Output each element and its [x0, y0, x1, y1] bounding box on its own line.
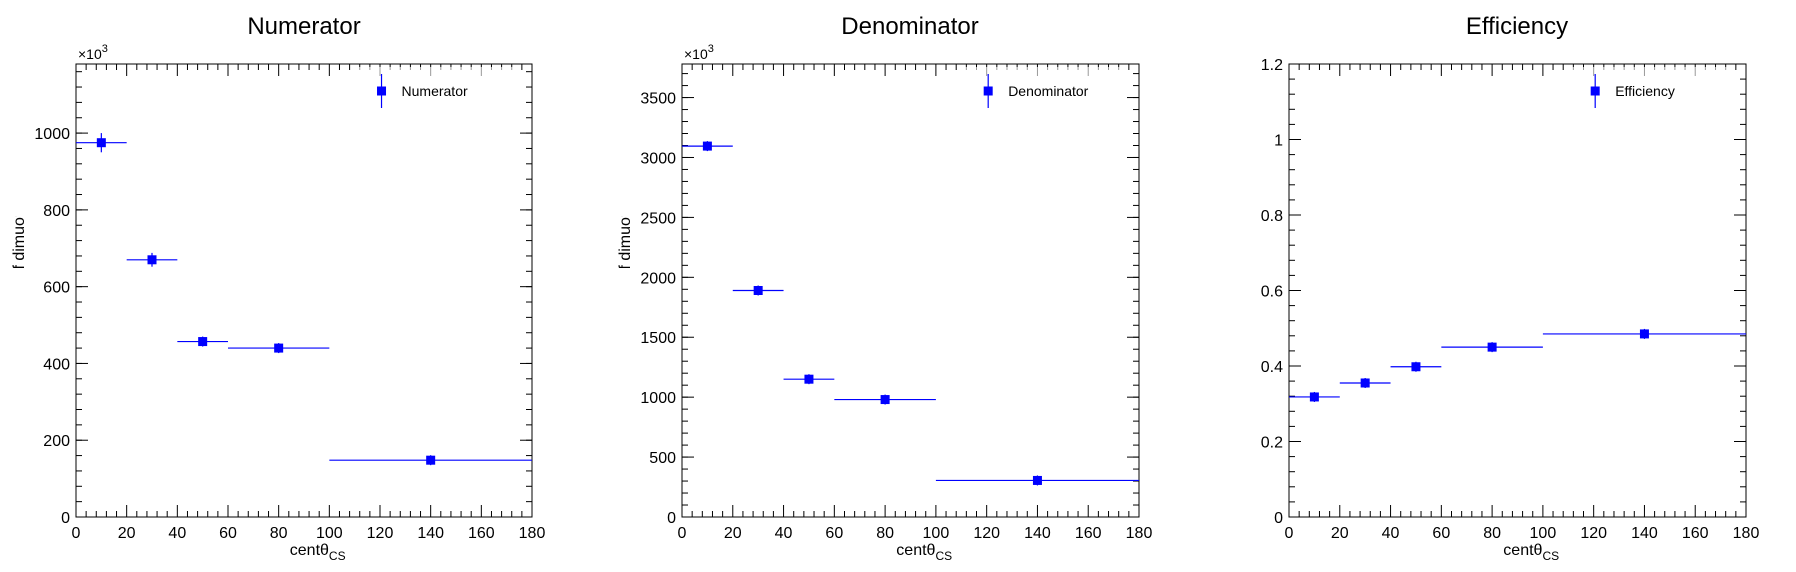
y-tick-label: 0 — [667, 510, 676, 527]
x-tick-label: 40 — [775, 525, 793, 542]
numerator-panel: Numerator 0 20 40 60 80 100 120 140 160 180 0 200 400… — [11, 13, 545, 563]
x-tick-label: 140 — [417, 525, 444, 542]
chart-title: Denominator — [841, 13, 978, 40]
exponent-base: ×10 — [684, 46, 708, 62]
data-point — [1487, 342, 1497, 352]
y-tick-label: 3500 — [640, 91, 676, 108]
y-tick-label: 0.4 — [1261, 359, 1283, 376]
y-axis-label: # of dimuon — [617, 208, 634, 292]
legend-label: Efficiency — [1615, 83, 1675, 99]
x-tick-label: 160 — [468, 525, 495, 542]
x-axis-label: centθCS — [1503, 542, 1559, 563]
exponent-power: 3 — [708, 43, 714, 55]
chart-title: Efficiency — [1466, 13, 1568, 40]
x-tick-label: 20 — [1331, 525, 1349, 542]
y-axis-exponent: ×103 — [78, 43, 108, 62]
data-point — [880, 395, 890, 405]
y-tick-label: 0 — [1274, 510, 1283, 527]
data-point — [753, 286, 763, 295]
y-tick-label: 200 — [43, 433, 70, 450]
y-tick-label: 0.6 — [1261, 284, 1283, 301]
x-tick-label: 0 — [1285, 525, 1294, 542]
x-tick-label: 140 — [1024, 525, 1051, 542]
x-tick-label: 180 — [1733, 525, 1760, 542]
data-point — [804, 374, 814, 384]
y-tick-label: 3000 — [640, 150, 676, 167]
y-tick-label: 800 — [43, 203, 70, 220]
x-tick-label: 80 — [270, 525, 288, 542]
x-tick-label: 100 — [923, 525, 950, 542]
x-tick-label: 20 — [118, 525, 136, 542]
x-axis-label: centθCS — [290, 542, 346, 563]
x-tick-label: 20 — [724, 525, 742, 542]
data-point — [1360, 378, 1370, 388]
data-point — [1032, 475, 1042, 485]
x-tick-label: 60 — [1432, 525, 1450, 542]
x-tick-label: 180 — [519, 525, 546, 542]
y-tick-label: 2500 — [640, 210, 676, 227]
x-tick-label: 100 — [1530, 525, 1557, 542]
plot-frame — [681, 63, 1140, 518]
data-point — [198, 337, 208, 347]
x-axis-label-subscript: CS — [935, 549, 952, 563]
x-tick-label: 100 — [316, 525, 343, 542]
x-tick-label: 120 — [367, 525, 394, 542]
x-tick-label: 80 — [1483, 525, 1501, 542]
legend-label: Numerator — [402, 83, 468, 99]
data-point — [426, 455, 436, 465]
x-axis-label: centθCS — [896, 542, 952, 563]
y-tick-label: 500 — [649, 450, 676, 467]
legend-marker — [1590, 86, 1600, 96]
y-axis-label: # of dimuon — [11, 208, 28, 292]
x-tick-label: 60 — [825, 525, 843, 542]
data-point — [1639, 329, 1649, 339]
data-point — [1309, 392, 1319, 402]
y-tick-label: 1500 — [640, 330, 676, 347]
y-tick-label: 0.2 — [1261, 435, 1283, 452]
x-tick-label: 60 — [219, 525, 237, 542]
y-tick-label: 1000 — [640, 390, 676, 407]
x-axis-label-main: centθ — [896, 542, 935, 559]
data-point — [147, 255, 157, 265]
x-tick-label: 80 — [876, 525, 894, 542]
x-tick-label: 180 — [1126, 525, 1153, 542]
x-tick-label: 40 — [1382, 525, 1400, 542]
legend-marker — [377, 86, 387, 96]
x-tick-label: 120 — [973, 525, 1000, 542]
x-tick-label: 160 — [1682, 525, 1709, 542]
efficiency-panel: Efficiency 0 20 40 60 80 100 120 140 160 180 0 0.2 0.… — [1261, 13, 1760, 563]
x-axis-label-main: centθ — [1503, 542, 1542, 559]
x-tick-label: 40 — [168, 525, 186, 542]
x-tick-label: 0 — [72, 525, 81, 542]
y-tick-label: 2000 — [640, 270, 676, 287]
y-tick-label: 0 — [61, 510, 70, 527]
chart-title: Numerator — [247, 13, 360, 40]
y-tick-label: 1 — [1274, 133, 1283, 150]
x-tick-label: 0 — [678, 525, 687, 542]
x-tick-label: 120 — [1580, 525, 1607, 542]
data-point — [702, 141, 712, 151]
data-point — [274, 343, 284, 353]
x-axis-label-main: centθ — [290, 542, 329, 559]
y-tick-label: 1.2 — [1261, 57, 1283, 74]
denominator-panel: Denominator 0 20 40 60 80 100 120 140 160 180 0 500 1… — [617, 13, 1152, 563]
y-tick-label: 0.8 — [1261, 208, 1283, 225]
legend-marker — [983, 86, 993, 96]
y-tick-label: 1000 — [34, 126, 70, 143]
y-tick-label: 400 — [43, 356, 70, 373]
y-axis-exponent: ×103 — [684, 43, 714, 62]
exponent-power: 3 — [102, 43, 108, 55]
x-axis-label-subscript: CS — [1542, 549, 1559, 563]
plot-frame — [75, 63, 533, 518]
plot-frame — [1288, 63, 1747, 518]
x-tick-label: 160 — [1075, 525, 1102, 542]
x-tick-label: 140 — [1631, 525, 1658, 542]
y-tick-label: 600 — [43, 280, 70, 297]
legend-label: Denominator — [1008, 83, 1088, 99]
data-point — [1411, 362, 1421, 372]
data-point — [96, 138, 106, 148]
exponent-base: ×10 — [78, 46, 102, 62]
x-axis-label-subscript: CS — [329, 549, 346, 563]
